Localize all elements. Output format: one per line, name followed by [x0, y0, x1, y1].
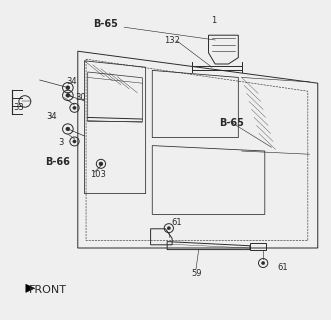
Text: 30: 30 — [76, 93, 86, 102]
Text: FRONT: FRONT — [29, 284, 67, 295]
Text: 61: 61 — [172, 218, 182, 227]
Text: 103: 103 — [90, 170, 106, 179]
Circle shape — [66, 93, 70, 97]
Text: 33: 33 — [13, 103, 24, 112]
Text: 61: 61 — [278, 263, 288, 272]
Text: 3: 3 — [59, 138, 64, 147]
Polygon shape — [26, 284, 35, 292]
Circle shape — [73, 106, 76, 109]
Circle shape — [73, 140, 76, 143]
Circle shape — [66, 86, 70, 90]
Text: 34: 34 — [66, 77, 76, 86]
Circle shape — [261, 261, 265, 265]
Text: B-66: B-66 — [45, 156, 71, 167]
Text: 59: 59 — [192, 269, 202, 278]
Text: 132: 132 — [164, 36, 180, 44]
Text: B-65: B-65 — [93, 19, 118, 29]
Text: 34: 34 — [46, 112, 57, 121]
Text: B-65: B-65 — [219, 118, 244, 128]
Circle shape — [167, 227, 170, 230]
Circle shape — [66, 127, 70, 131]
Text: 1: 1 — [211, 16, 216, 25]
Circle shape — [99, 162, 103, 166]
